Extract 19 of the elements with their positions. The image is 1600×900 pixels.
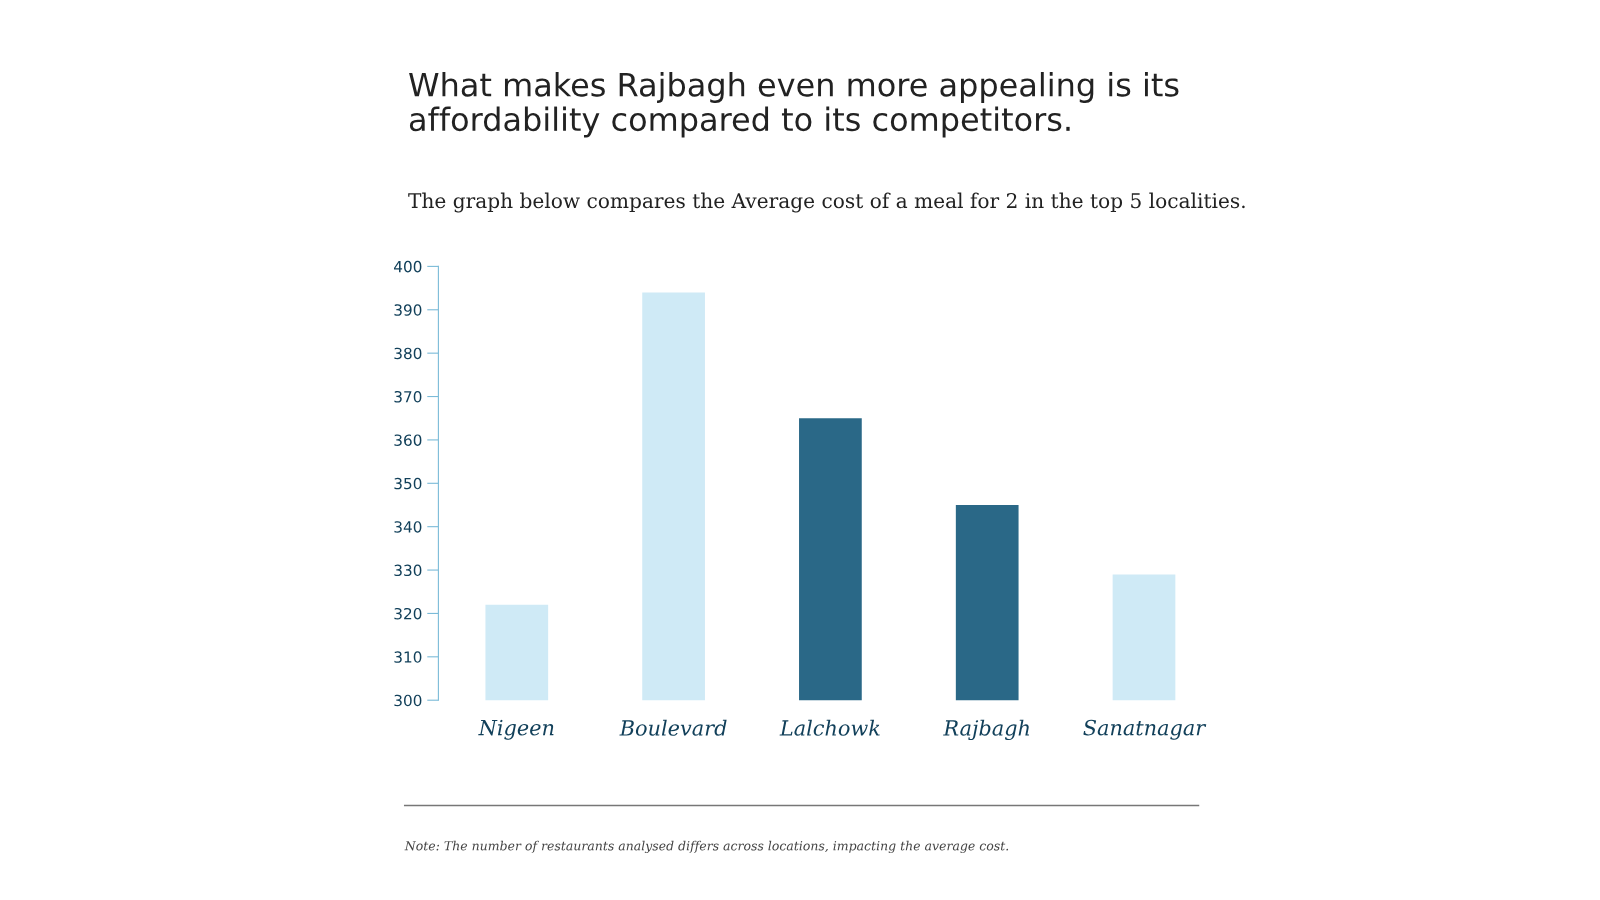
y-tick-label: 320 xyxy=(394,607,422,620)
x-tick-label: Sanatnagar xyxy=(1083,719,1207,740)
y-tick-label: 380 xyxy=(394,347,422,360)
x-tick-label: Rajbagh xyxy=(943,719,1030,741)
y-tick-label: 400 xyxy=(394,260,422,273)
x-tick-label: Boulevard xyxy=(619,719,727,736)
y-tick-label: 340 xyxy=(394,521,422,533)
y-tick-label: 390 xyxy=(394,304,422,316)
chart-subtitle: The graph below compares the Average cost of a meal for 2 in the top 5 localities. xyxy=(408,192,1245,213)
x-tick-label: Lalchowk xyxy=(779,719,880,736)
chart-title: What makes Rajbagh even more appealing is its affordability compared to its competitors. xyxy=(409,72,1179,138)
y-tick-label: 330 xyxy=(394,564,422,577)
y-tick-label: 310 xyxy=(394,651,422,663)
text: Note: The number of restaurants analysed differs across locations, impacting the average cost. xyxy=(404,840,1009,854)
y-tick-label: 350 xyxy=(394,477,422,490)
y-tick-label: 300 xyxy=(394,694,422,707)
y-tick-label: 360 xyxy=(394,434,422,446)
y-tick-label: 370 xyxy=(394,391,422,403)
x-tick-label: Nigeen xyxy=(478,719,554,740)
